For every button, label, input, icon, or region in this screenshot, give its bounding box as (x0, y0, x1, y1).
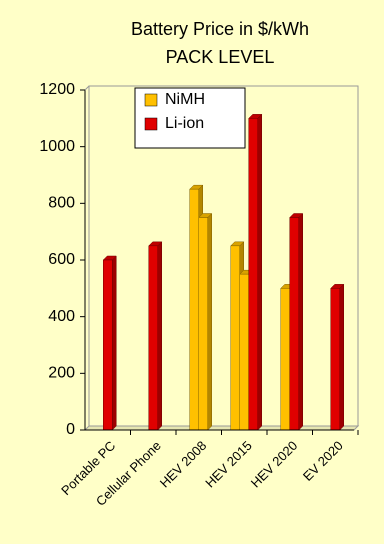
legend-swatch (144, 117, 158, 131)
chart-title: Battery Price in $/kWh (131, 19, 309, 39)
bar-side (207, 212, 212, 431)
bar (148, 245, 158, 431)
bar-side (339, 283, 344, 431)
y-tick-label: 0 (66, 421, 75, 438)
y-tick-label: 600 (48, 251, 75, 268)
chart-subtitle: PACK LEVEL (166, 47, 275, 67)
legend-label: Li-ion (165, 115, 204, 132)
bar-side (112, 255, 117, 431)
bar (248, 118, 258, 431)
bar-side (157, 241, 162, 431)
bar (189, 188, 199, 431)
bar (239, 273, 249, 431)
bar (198, 217, 208, 431)
bar (330, 288, 340, 431)
y-tick-label: 1200 (39, 81, 75, 98)
plot-floor (83, 425, 360, 431)
y-tick-label: 1000 (39, 138, 75, 155)
bar (280, 288, 290, 431)
y-axis-depth (84, 85, 90, 91)
y-tick-label: 800 (48, 195, 75, 212)
bar (230, 245, 240, 431)
bar-side (298, 212, 303, 431)
bar-side (257, 113, 262, 431)
bar (103, 259, 113, 431)
legend-swatch (144, 93, 158, 107)
legend-label: NiMH (165, 91, 205, 108)
bar (289, 217, 299, 431)
y-tick-label: 400 (48, 308, 75, 325)
y-tick-label: 200 (48, 365, 75, 382)
